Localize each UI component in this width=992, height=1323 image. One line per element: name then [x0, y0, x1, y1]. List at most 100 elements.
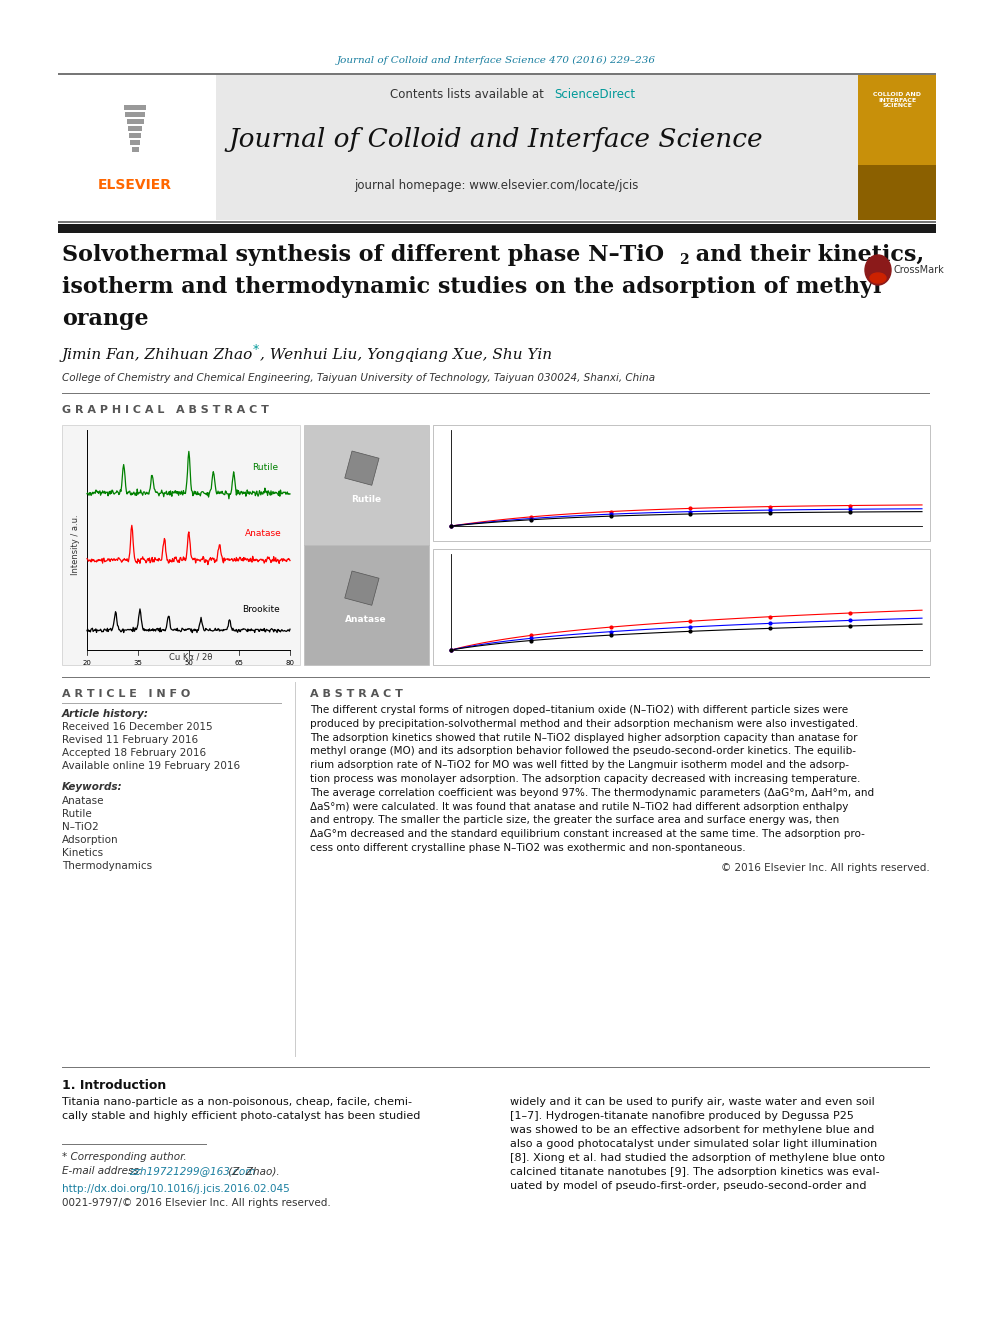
Ellipse shape: [865, 255, 891, 284]
Text: 35: 35: [133, 660, 142, 665]
Text: E-mail address:: E-mail address:: [62, 1166, 142, 1176]
Text: ScienceDirect: ScienceDirect: [554, 89, 635, 102]
Bar: [127, 119, 144, 124]
Bar: [130, 140, 140, 146]
Point: [842, 610, 858, 631]
Point: [682, 504, 698, 525]
Point: [603, 624, 619, 646]
Text: http://dx.doi.org/10.1016/j.jcis.2016.02.045: http://dx.doi.org/10.1016/j.jcis.2016.02…: [62, 1184, 290, 1193]
Point: [682, 611, 698, 632]
Bar: [858, 165, 936, 220]
Point: [603, 505, 619, 527]
Text: Solvothermal synthesis of different phase N–TiO: Solvothermal synthesis of different phas…: [62, 243, 664, 266]
Text: CrossMark: CrossMark: [894, 265, 944, 275]
Bar: [433, 425, 930, 541]
Point: [443, 639, 459, 660]
Point: [763, 500, 779, 521]
Point: [842, 499, 858, 520]
Point: [523, 509, 539, 531]
Text: Kinetics: Kinetics: [62, 848, 103, 859]
Text: and their kinetics,: and their kinetics,: [688, 243, 925, 266]
Text: Rutile: Rutile: [351, 496, 381, 504]
Point: [523, 508, 539, 529]
Point: [443, 516, 459, 537]
Text: ELSEVIER: ELSEVIER: [98, 179, 172, 192]
Text: Journal of Colloid and Interface Science: Journal of Colloid and Interface Science: [229, 127, 763, 152]
Text: methyl orange (MO) and its adsorption behavior followed the pseudo-second-order : methyl orange (MO) and its adsorption be…: [310, 746, 856, 757]
Point: [842, 501, 858, 523]
Ellipse shape: [870, 273, 886, 283]
Text: uated by model of pseudo-first-order, pseudo-second-order and: uated by model of pseudo-first-order, ps…: [510, 1181, 866, 1191]
Text: and entropy. The smaller the particle size, the greater the surface area and sur: and entropy. The smaller the particle si…: [310, 815, 839, 826]
Point: [682, 501, 698, 523]
Point: [763, 496, 779, 517]
Text: The adsorption kinetics showed that rutile N–TiO2 displayed higher adsorption ca: The adsorption kinetics showed that ruti…: [310, 733, 857, 742]
Text: ΔaS°m) were calculated. It was found that anatase and rutile N–TiO2 had differen: ΔaS°m) were calculated. It was found tha…: [310, 802, 848, 811]
Point: [443, 516, 459, 537]
Bar: [304, 425, 429, 545]
Point: [682, 617, 698, 638]
Text: N–TiO2: N–TiO2: [62, 822, 99, 832]
Text: A R T I C L E   I N F O: A R T I C L E I N F O: [62, 689, 190, 699]
Text: College of Chemistry and Chemical Engineering, Taiyuan University of Technology,: College of Chemistry and Chemical Engine…: [62, 373, 655, 382]
Text: Titania nano-particle as a non-poisonous, cheap, facile, chemi-: Titania nano-particle as a non-poisonous…: [62, 1097, 412, 1107]
Text: produced by precipitation-solvothermal method and their adsorption mechanism wer: produced by precipitation-solvothermal m…: [310, 718, 858, 729]
Text: was showed to be an effective adsorbent for methylene blue and: was showed to be an effective adsorbent …: [510, 1125, 874, 1135]
Text: journal homepage: www.elsevier.com/locate/jcis: journal homepage: www.elsevier.com/locat…: [354, 179, 638, 192]
Text: 1. Introduction: 1. Introduction: [62, 1080, 167, 1091]
Text: The average correlation coefficient was beyond 97%. The thermodynamic parameters: The average correlation coefficient was …: [310, 787, 874, 798]
Text: The different crystal forms of nitrogen doped–titanium oxide (N–TiO2) with diffe: The different crystal forms of nitrogen …: [310, 705, 848, 714]
Text: * Corresponding author.: * Corresponding author.: [62, 1152, 186, 1162]
Text: *: *: [253, 344, 259, 356]
Text: 50: 50: [185, 660, 192, 665]
Bar: [125, 112, 145, 116]
Bar: [433, 549, 930, 665]
Text: © 2016 Elsevier Inc. All rights reserved.: © 2016 Elsevier Inc. All rights reserved…: [721, 863, 930, 873]
Point: [443, 516, 459, 537]
Text: 0021-9797/© 2016 Elsevier Inc. All rights reserved.: 0021-9797/© 2016 Elsevier Inc. All right…: [62, 1199, 330, 1208]
Text: calcined titanate nanotubes [9]. The adsorption kinetics was eval-: calcined titanate nanotubes [9]. The ads…: [510, 1167, 880, 1177]
Point: [523, 507, 539, 528]
Text: rium adsorption rate of N–TiO2 for MO was well fitted by the Langmuir isotherm m: rium adsorption rate of N–TiO2 for MO wa…: [310, 761, 849, 770]
Text: [8]. Xiong et al. had studied the adsorption of methylene blue onto: [8]. Xiong et al. had studied the adsorp…: [510, 1154, 885, 1163]
Text: [1–7]. Hydrogen-titanate nanofibre produced by Degussa P25: [1–7]. Hydrogen-titanate nanofibre produ…: [510, 1111, 854, 1121]
Text: Intensity / a.u.: Intensity / a.u.: [70, 515, 79, 576]
Text: Adsorption: Adsorption: [62, 835, 119, 845]
Point: [682, 620, 698, 642]
Text: Journal of Colloid and Interface Science 470 (2016) 229–236: Journal of Colloid and Interface Science…: [336, 56, 656, 65]
Text: Thermodynamics: Thermodynamics: [62, 861, 152, 871]
Text: cally stable and highly efficient photo-catalyst has been studied: cally stable and highly efficient photo-…: [62, 1111, 421, 1121]
Bar: [132, 147, 139, 152]
Bar: [58, 73, 936, 74]
Text: 80: 80: [286, 660, 295, 665]
Text: zzh19721299@163.com: zzh19721299@163.com: [129, 1166, 255, 1176]
Text: 2: 2: [679, 253, 688, 267]
Point: [763, 503, 779, 524]
Point: [603, 504, 619, 525]
Bar: [58, 75, 936, 220]
Bar: [58, 75, 216, 220]
Bar: [58, 224, 936, 233]
Text: Anatase: Anatase: [245, 528, 282, 537]
Bar: [124, 105, 146, 110]
Text: Received 16 December 2015: Received 16 December 2015: [62, 722, 212, 732]
Text: Contents lists available at: Contents lists available at: [390, 89, 548, 102]
Text: COLLOID AND
INTERFACE
SCIENCE: COLLOID AND INTERFACE SCIENCE: [873, 91, 921, 108]
Bar: [129, 134, 141, 138]
Point: [763, 606, 779, 627]
Bar: [128, 126, 142, 131]
Text: Cu Kα / 2θ: Cu Kα / 2θ: [170, 652, 212, 662]
Point: [842, 615, 858, 636]
Text: Rutile: Rutile: [62, 808, 91, 819]
Bar: [858, 75, 936, 220]
Point: [603, 620, 619, 642]
Text: widely and it can be used to purify air, waste water and even soil: widely and it can be used to purify air,…: [510, 1097, 875, 1107]
Text: Available online 19 February 2016: Available online 19 February 2016: [62, 761, 240, 771]
Text: isotherm and thermodynamic studies on the adsorption of methyl: isotherm and thermodynamic studies on th…: [62, 277, 881, 298]
Bar: [62, 425, 300, 665]
Point: [603, 617, 619, 638]
Text: Rutile: Rutile: [252, 463, 278, 471]
Text: 65: 65: [235, 660, 244, 665]
Bar: [58, 221, 936, 222]
Text: Article history:: Article history:: [62, 709, 149, 718]
